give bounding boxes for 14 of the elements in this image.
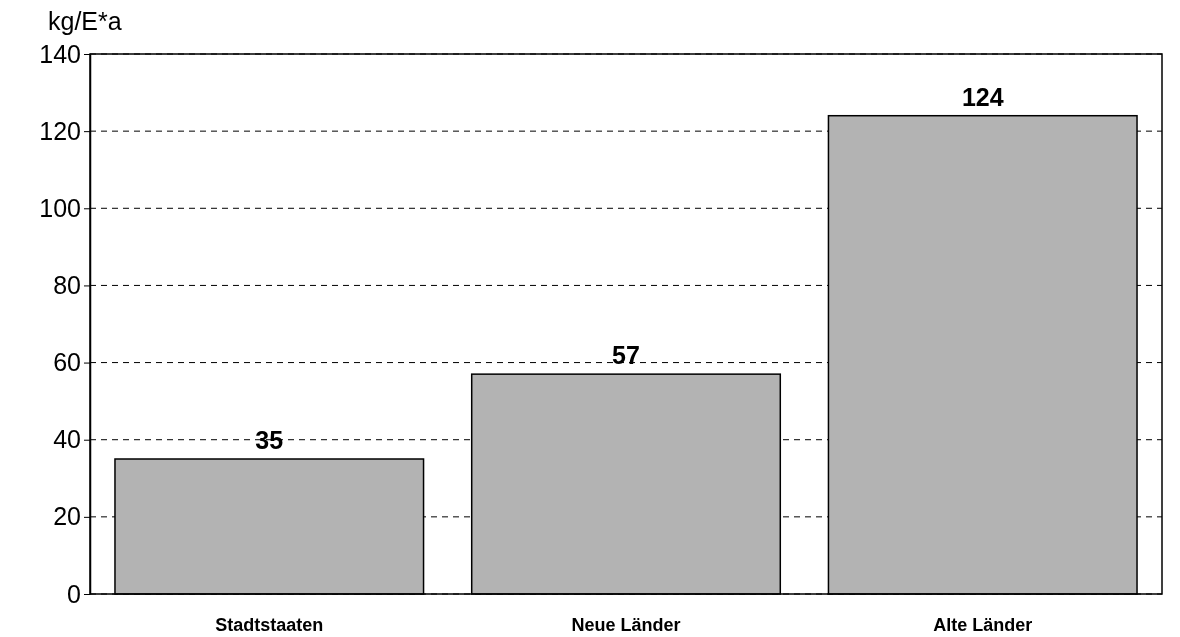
y-tick-label: 0 bbox=[67, 579, 81, 608]
y-tick-label: 60 bbox=[53, 348, 81, 377]
y-tick-label: 140 bbox=[39, 39, 81, 68]
data-label: 57 bbox=[612, 341, 640, 370]
y-tick-label: 40 bbox=[53, 425, 81, 454]
x-tick-label: Stadtstaaten bbox=[215, 615, 324, 636]
data-label: 124 bbox=[961, 82, 1004, 111]
y-tick-label: 80 bbox=[53, 270, 81, 299]
y-tick-label: 120 bbox=[39, 116, 81, 145]
x-tick-label: Neue Länder bbox=[571, 615, 681, 636]
y-tick-label: 20 bbox=[53, 502, 81, 531]
x-tick-label: Alte Länder bbox=[933, 615, 1033, 636]
y-tick-label: 100 bbox=[39, 193, 81, 222]
y-axis-title: kg/E*a bbox=[48, 7, 122, 35]
